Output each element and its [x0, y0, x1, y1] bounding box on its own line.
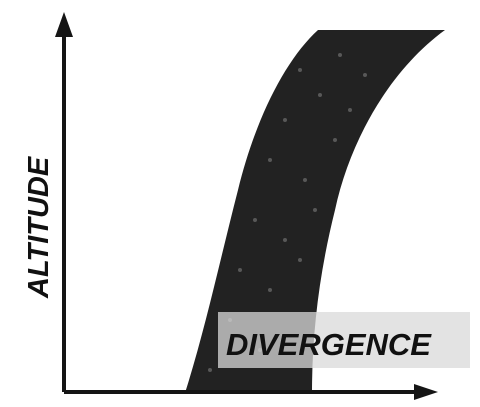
x-axis-arrow-icon	[414, 384, 438, 400]
x-axis	[64, 384, 438, 400]
band-label: DIVERGENCE	[226, 327, 432, 362]
band-label-backdrop	[218, 312, 470, 368]
y-axis-arrow-icon	[55, 12, 73, 37]
divergence-band	[185, 30, 445, 393]
y-axis	[55, 12, 73, 392]
band-label-group: DIVERGENCE	[218, 312, 470, 368]
y-axis-label: ALTITUDE	[23, 155, 55, 299]
